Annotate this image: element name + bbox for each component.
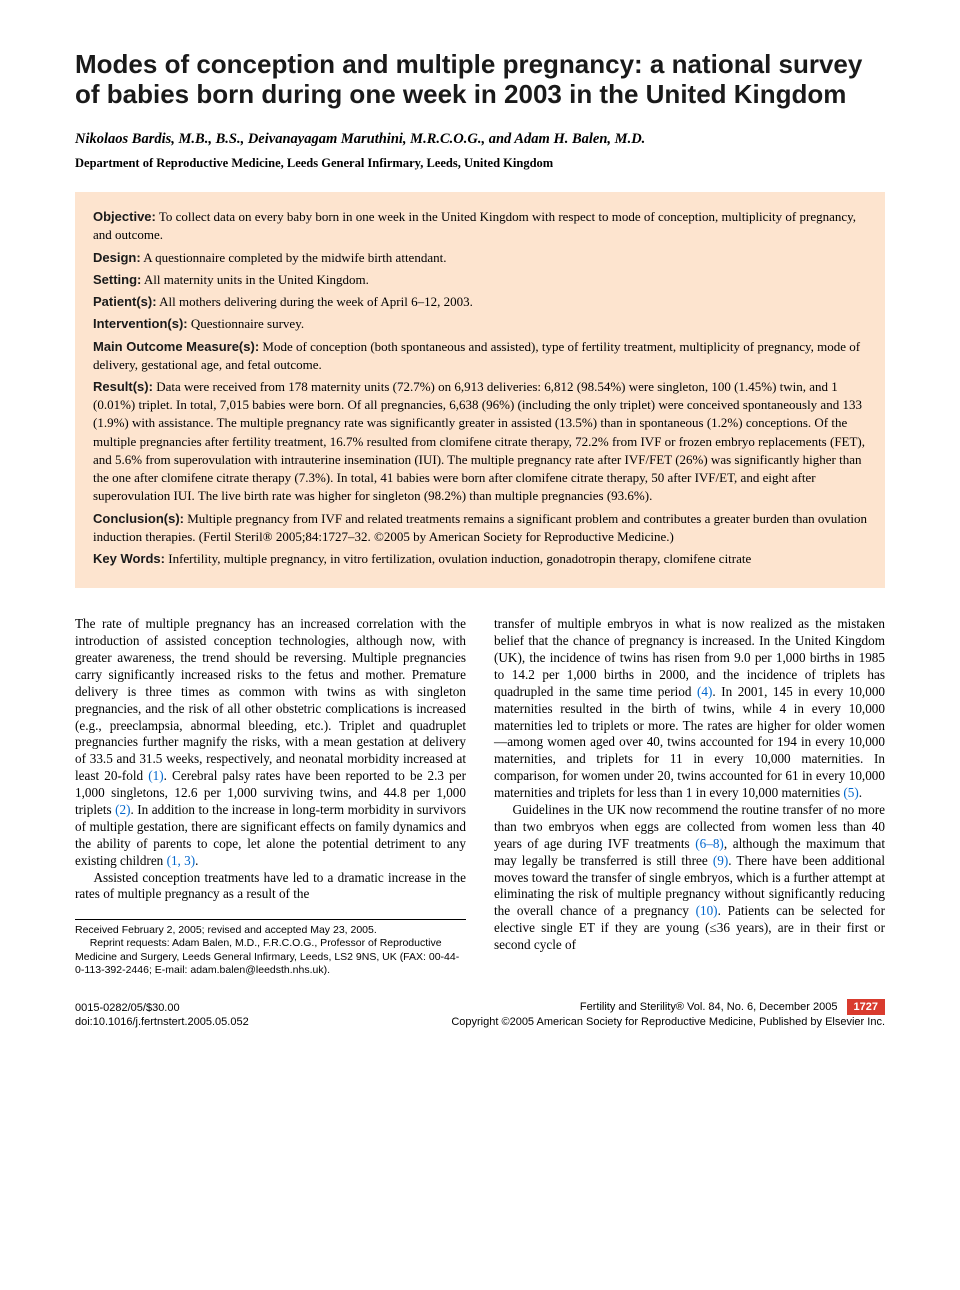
received-block: Received February 2, 2005; revised and a… [75, 919, 466, 977]
abstract-objective: Objective: To collect data on every baby… [93, 208, 867, 244]
body-paragraph: Assisted conception treatments have led … [75, 870, 466, 904]
citation-link[interactable]: (1, 3) [167, 853, 196, 868]
received-line: Received February 2, 2005; revised and a… [75, 924, 466, 937]
page-footer: 0015-0282/05/$30.00 doi:10.1016/j.fertns… [75, 999, 885, 1030]
citation-link[interactable]: (10) [696, 903, 718, 918]
abstract-label: Objective: [93, 209, 156, 224]
abstract-measures: Main Outcome Measure(s): Mode of concept… [93, 338, 867, 374]
abstract-conclusions: Conclusion(s): Multiple pregnancy from I… [93, 510, 867, 546]
abstract-setting: Setting: All maternity units in the Unit… [93, 271, 867, 289]
abstract-keywords: Key Words: Infertility, multiple pregnan… [93, 550, 867, 568]
body-paragraph: transfer of multiple embryos in what is … [494, 616, 885, 802]
abstract-text: All mothers delivering during the week o… [157, 294, 473, 309]
citation-link[interactable]: (1) [148, 768, 163, 783]
abstract-label: Result(s): [93, 379, 153, 394]
body-run: . [195, 853, 198, 868]
abstract-text: To collect data on every baby born in on… [93, 209, 856, 242]
page-number-badge: 1727 [847, 999, 885, 1015]
authors-line: Nikolaos Bardis, M.B., B.S., Deivanayaga… [75, 130, 885, 150]
citation-link[interactable]: (6–8) [695, 836, 724, 851]
citation-link[interactable]: (2) [115, 802, 130, 817]
reprint-line: Reprint requests: Adam Balen, M.D., F.R.… [75, 937, 466, 976]
abstract-text: All maternity units in the United Kingdo… [141, 272, 368, 287]
body-columns: The rate of multiple pregnancy has an in… [75, 616, 885, 977]
abstract-label: Key Words: [93, 551, 165, 566]
article-title: Modes of conception and multiple pregnan… [75, 50, 885, 110]
footer-right: Fertility and Sterility® Vol. 84, No. 6,… [451, 999, 885, 1030]
citation-link[interactable]: (4) [697, 684, 712, 699]
abstract-interventions: Intervention(s): Questionnaire survey. [93, 315, 867, 333]
abstract-label: Main Outcome Measure(s): [93, 339, 259, 354]
abstract-design: Design: A questionnaire completed by the… [93, 249, 867, 267]
abstract-text: A questionnaire completed by the midwife… [141, 250, 447, 265]
body-paragraph: Guidelines in the UK now recommend the r… [494, 802, 885, 954]
journal-citation: Fertility and Sterility® Vol. 84, No. 6,… [580, 1001, 838, 1013]
citation-link[interactable]: (5) [843, 785, 858, 800]
abstract-label: Intervention(s): [93, 316, 188, 331]
abstract-label: Design: [93, 250, 141, 265]
abstract-results: Result(s): Data were received from 178 m… [93, 378, 867, 506]
abstract-label: Patient(s): [93, 294, 157, 309]
abstract-patients: Patient(s): All mothers delivering durin… [93, 293, 867, 311]
abstract-label: Setting: [93, 272, 141, 287]
issn-line: 0015-0282/05/$30.00 [75, 1001, 249, 1015]
abstract-text: Infertility, multiple pregnancy, in vitr… [165, 551, 751, 566]
abstract-text: Questionnaire survey. [188, 316, 305, 331]
abstract-box: Objective: To collect data on every baby… [75, 192, 885, 588]
abstract-label: Conclusion(s): [93, 511, 184, 526]
body-run: The rate of multiple pregnancy has an in… [75, 616, 466, 783]
doi-line: doi:10.1016/j.fertnstert.2005.05.052 [75, 1015, 249, 1029]
body-paragraph: The rate of multiple pregnancy has an in… [75, 616, 466, 869]
body-run: . In 2001, 145 in every 10,000 materniti… [494, 684, 885, 800]
abstract-text: Multiple pregnancy from IVF and related … [93, 511, 867, 544]
citation-link[interactable]: (9) [713, 853, 728, 868]
body-run: . [859, 785, 862, 800]
journal-line: Fertility and Sterility® Vol. 84, No. 6,… [451, 999, 885, 1015]
body-run: . In addition to the increase in long-te… [75, 802, 466, 868]
abstract-text: Data were received from 178 maternity un… [93, 379, 865, 503]
copyright-line: Copyright ©2005 American Society for Rep… [451, 1015, 885, 1029]
body-run: Assisted conception treatments have led … [75, 870, 466, 902]
footer-left: 0015-0282/05/$30.00 doi:10.1016/j.fertns… [75, 1001, 249, 1030]
affiliation-line: Department of Reproductive Medicine, Lee… [75, 155, 885, 172]
